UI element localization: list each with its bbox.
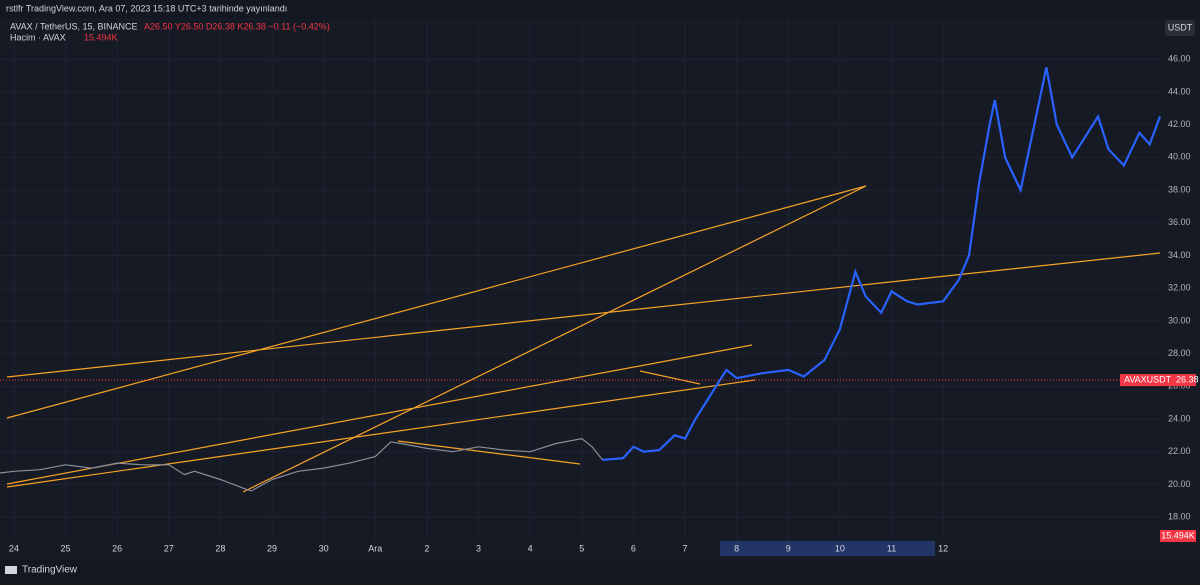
trend-line [6, 185, 867, 419]
trend-line [6, 379, 756, 488]
x-tick-label: 29 [267, 543, 277, 553]
x-tick-label: 11 [887, 543, 896, 553]
ohlc: A26.50 Y26.50 D26.38 K26.38 −0.11 (−0.42… [144, 21, 330, 31]
x-tick-label: 4 [528, 543, 533, 553]
currency[interactable]: USDT [1168, 22, 1193, 32]
y-tick-label: 30.00 [1168, 315, 1191, 325]
y-tick-label: 40.00 [1168, 152, 1191, 162]
x-tick-label: 12 [938, 543, 948, 553]
y-tick-label: 20.00 [1168, 479, 1191, 489]
x-tick-label: Ara [368, 543, 382, 553]
y-tick-label: 22.00 [1168, 446, 1191, 456]
date-range-highlight [720, 541, 935, 556]
volume-box [1160, 530, 1196, 542]
trend-line [397, 440, 581, 465]
volume: 15.494K [84, 32, 118, 42]
last-price-name: AVAXUSDT [1124, 374, 1172, 384]
y-tick-label: 44.00 [1168, 86, 1191, 96]
top-bar [0, 0, 1200, 18]
x-tick-label: 6 [631, 543, 636, 553]
y-tick-label: 42.00 [1168, 119, 1191, 129]
y-tick-label: 32.00 [1168, 283, 1191, 293]
bottom-bar [0, 560, 1200, 580]
x-tick-label: 24 [9, 543, 19, 553]
trend-lines [6, 185, 1161, 493]
y-tick-label: 34.00 [1168, 250, 1191, 260]
brand: TradingView [22, 565, 78, 576]
price-line [602, 67, 1162, 461]
y-tick-label: 46.00 [1168, 54, 1191, 64]
x-tick-label: 10 [835, 543, 845, 553]
trend-line [242, 185, 867, 493]
brand-logo [5, 566, 17, 574]
y-tick-label: 28.00 [1168, 348, 1191, 358]
x-tick-label: 25 [61, 543, 71, 553]
last-price-label: 26.38 [1176, 374, 1199, 384]
trend-line [6, 252, 1161, 378]
x-tick-label: 7 [683, 543, 688, 553]
y-tick-label: 18.00 [1168, 511, 1191, 521]
trend-line [6, 344, 753, 485]
price-line [0, 437, 603, 492]
y-tick-label: 24.00 [1168, 413, 1191, 423]
symbol: AVAX / TetherUS, 15, BINANCE [10, 21, 138, 31]
volume-label: 15.494K [1161, 530, 1195, 540]
currency-box[interactable] [1165, 20, 1195, 36]
last-price-box [1120, 374, 1196, 387]
trend-line [639, 370, 701, 385]
x-tick-label: 9 [786, 543, 791, 553]
x-tick-label: 5 [579, 543, 584, 553]
x-tick-label: 28 [215, 543, 225, 553]
x-tick-label: 26 [112, 543, 122, 553]
x-tick-label: 8 [734, 543, 739, 553]
y-tick-label: 36.00 [1168, 217, 1191, 227]
plot [0, 67, 1162, 492]
volume-title: Hacim · AVAX [10, 32, 66, 42]
grid [0, 20, 1160, 540]
y-tick-label: 38.00 [1168, 184, 1191, 194]
publisher: rstlfr TradingView.com, Ara 07, 2023 15:… [6, 3, 287, 13]
x-tick-label: 2 [424, 543, 429, 553]
x-tick-label: 3 [476, 543, 481, 553]
x-tick-label: 30 [319, 543, 329, 553]
x-tick-label: 27 [164, 543, 174, 553]
